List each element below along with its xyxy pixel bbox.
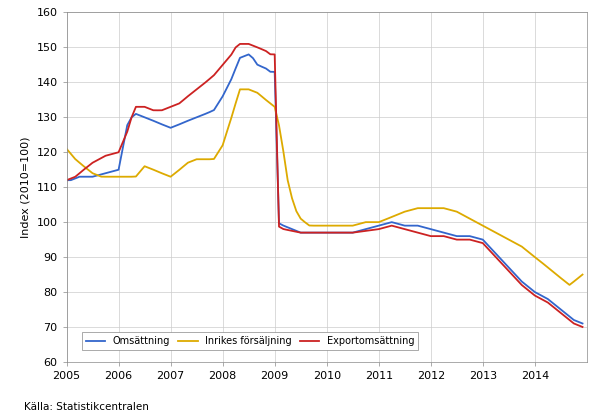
Omsättning: [566, 314, 573, 319]
Exportomsättning: [171, 103, 178, 108]
Omsättning: [353, 229, 361, 234]
Text: Källa: Statistikcentralen: Källa: Statistikcentralen: [24, 402, 149, 412]
Inrikes försäljning: [423, 206, 430, 210]
Exportomsättning: [201, 80, 209, 85]
Omsättning: [63, 178, 70, 183]
Omsättning: [171, 124, 178, 129]
Exportomsättning: [353, 230, 361, 235]
Inrikes försäljning: [353, 222, 361, 227]
Legend: Omsättning, Inrikes försäljning, Exportomsättning: Omsättning, Inrikes försäljning, Exporto…: [82, 332, 418, 350]
Exportomsättning: [566, 317, 573, 322]
Inrikes försäljning: [237, 87, 244, 92]
Omsättning: [579, 321, 586, 326]
Exportomsättning: [63, 178, 70, 183]
Line: Exportomsättning: Exportomsättning: [67, 44, 583, 327]
Exportomsättning: [237, 42, 244, 47]
Line: Inrikes försäljning: Inrikes försäljning: [67, 89, 583, 285]
Inrikes försäljning: [475, 221, 482, 226]
Omsättning: [245, 52, 252, 57]
Inrikes försäljning: [171, 171, 178, 176]
Inrikes försäljning: [63, 146, 70, 151]
Omsättning: [423, 225, 430, 230]
Inrikes försäljning: [566, 282, 573, 287]
Line: Omsättning: Omsättning: [67, 54, 583, 324]
Omsättning: [201, 111, 209, 116]
Exportomsättning: [423, 233, 430, 238]
Inrikes försäljning: [201, 157, 209, 162]
Inrikes försäljning: [571, 279, 578, 284]
Omsättning: [475, 236, 482, 241]
Exportomsättning: [579, 324, 586, 329]
Inrikes försäljning: [579, 272, 586, 277]
Exportomsättning: [475, 240, 482, 245]
Y-axis label: Index (2010=100): Index (2010=100): [21, 136, 31, 238]
